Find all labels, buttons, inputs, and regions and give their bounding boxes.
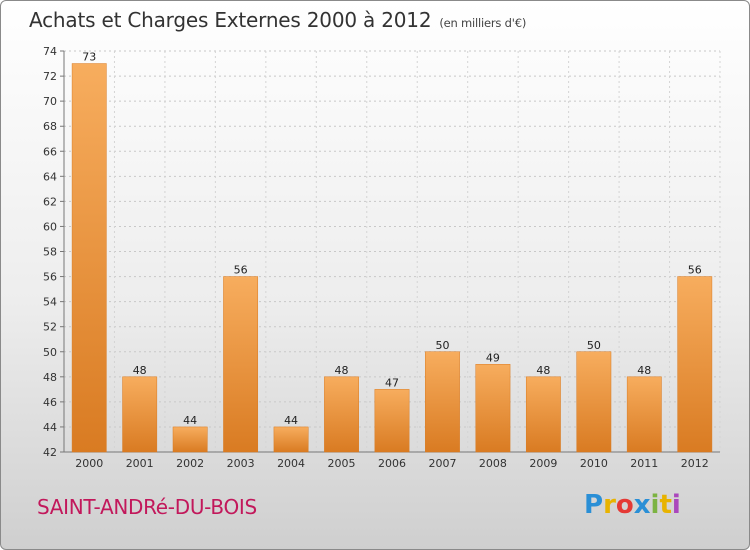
labels: 42 44 46 48 50 52 54 56 58 60 62 64 66 68 70 72 74 73 2000… xyxy=(43,45,709,470)
y-tick-label: 50 xyxy=(43,346,57,359)
y-tick-label: 44 xyxy=(43,421,57,434)
y-tick-label: 46 xyxy=(43,396,57,409)
chart-title: Achats et Charges Externes 2000 à 2012 (e… xyxy=(29,8,526,32)
bar-2006 xyxy=(374,389,410,453)
unit-note: (en milliers d'€) xyxy=(439,16,527,30)
x-tick-label-2006: 2006 xyxy=(378,457,406,470)
y-tick-label: 74 xyxy=(43,45,57,58)
y-tick-label: 62 xyxy=(43,195,57,208)
bar-2012 xyxy=(677,276,713,453)
x-tick-label-2003: 2003 xyxy=(227,457,255,470)
y-tick-label: 72 xyxy=(43,70,57,83)
logo-letter: i xyxy=(671,490,681,520)
data-label-2003: 56 xyxy=(234,264,248,277)
data-label-2004: 44 xyxy=(284,414,298,427)
bar-2004 xyxy=(273,426,309,453)
proxiti-logo: Proxiti xyxy=(584,490,681,520)
bar-2000 xyxy=(71,63,107,453)
logo-letter: P xyxy=(584,490,604,520)
y-tick-label: 54 xyxy=(43,296,57,309)
x-tick-label-2005: 2005 xyxy=(328,457,356,470)
place-name: SAINT-ANDRé-DU-BOIS xyxy=(37,495,257,519)
bar-2009 xyxy=(525,376,561,453)
logo-letter: x xyxy=(633,490,651,520)
data-label-2010: 50 xyxy=(587,339,601,352)
bar-2008 xyxy=(475,364,511,453)
x-tick-label-2009: 2009 xyxy=(529,457,557,470)
data-label-2009: 48 xyxy=(536,364,550,377)
data-label-2002: 44 xyxy=(183,414,197,427)
y-tick-label: 58 xyxy=(43,246,57,259)
x-tick-label-2001: 2001 xyxy=(126,457,154,470)
x-tick-label-2000: 2000 xyxy=(75,457,103,470)
y-tick-label: 70 xyxy=(43,95,57,108)
data-label-2001: 48 xyxy=(133,364,147,377)
y-tick-label: 60 xyxy=(43,220,57,233)
logo-letter: i xyxy=(650,490,660,520)
y-tick-label: 56 xyxy=(43,271,57,284)
data-label-2007: 50 xyxy=(435,339,449,352)
y-tick-label: 68 xyxy=(43,120,57,133)
chart-title-text: Achats et Charges Externes 2000 à 2012 xyxy=(29,8,432,32)
logo-letter: r xyxy=(603,490,616,520)
y-tick-label: 66 xyxy=(43,145,57,158)
y-tick-label: 52 xyxy=(43,321,57,334)
y-tick-label: 64 xyxy=(43,170,57,183)
bars xyxy=(71,63,713,453)
data-label-2012: 56 xyxy=(688,264,702,277)
logo-letter: t xyxy=(659,490,672,520)
x-tick-label-2011: 2011 xyxy=(630,457,658,470)
x-tick-label-2007: 2007 xyxy=(428,457,456,470)
data-label-2005: 48 xyxy=(335,364,349,377)
data-label-2008: 49 xyxy=(486,351,500,364)
bar-2005 xyxy=(324,376,359,453)
logo-letter: o xyxy=(615,490,634,520)
y-tick-label: 48 xyxy=(43,371,57,384)
bar-2007 xyxy=(425,351,460,453)
bar-2002 xyxy=(172,426,208,453)
x-tick-label-2002: 2002 xyxy=(176,457,204,470)
bar-2001 xyxy=(122,376,158,453)
x-tick-label-2012: 2012 xyxy=(681,457,709,470)
x-tick-label-2010: 2010 xyxy=(580,457,608,470)
bar-2003 xyxy=(223,276,259,453)
data-label-2011: 48 xyxy=(637,364,651,377)
data-label-2000: 73 xyxy=(82,51,96,64)
x-tick-label-2008: 2008 xyxy=(479,457,507,470)
bar-2011 xyxy=(626,376,662,453)
y-tick-label: 42 xyxy=(43,446,57,459)
data-label-2006: 47 xyxy=(385,376,399,389)
bar-2010 xyxy=(576,351,612,453)
x-tick-label-2004: 2004 xyxy=(277,457,305,470)
